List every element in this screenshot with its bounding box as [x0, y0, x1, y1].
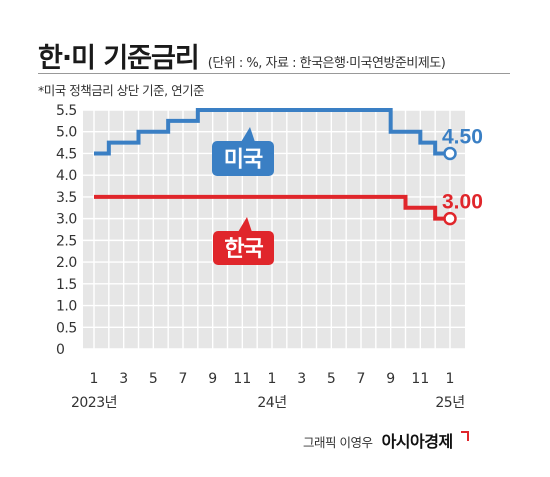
chart-title-block: 한·미 기준금리 (단위 : %, 자료 : 한국은행·미국연방준비제도) [38, 36, 446, 75]
legend-callout-korea-label: 한국 [224, 237, 263, 262]
x-tick-label: 9 [386, 371, 395, 387]
x-tick-label: 9 [208, 371, 217, 387]
series-end-point-korea [443, 211, 457, 226]
y-tick-label: 5.0 [56, 125, 77, 141]
credit: 그래픽 이영우 아시아경제 [303, 428, 469, 452]
brand-mark-icon [460, 431, 469, 441]
x-tick-label: 1 [90, 371, 99, 387]
chart-title: 한·미 기준금리 [38, 43, 200, 74]
y-tick-label: 2.5 [56, 233, 77, 249]
source-note: (단위 : %, 자료 : 한국은행·미국연방준비제도) [207, 56, 446, 71]
x-tick-label: 3 [119, 371, 128, 387]
credit-byline: 그래픽 이영우 [303, 435, 373, 450]
legend-callout-korea-pointer [238, 217, 252, 232]
x-tick-label: 3 [297, 371, 306, 387]
title-divider [38, 73, 510, 74]
x-tick-label: 11 [411, 371, 429, 387]
legend-callout-us-box [212, 141, 274, 176]
x-tick-label: 1 [268, 371, 277, 387]
x-year-label: 2023년 [71, 395, 117, 411]
series-end-point-us [443, 146, 457, 161]
y-tick-label: 3.0 [56, 212, 77, 228]
legend-callout-us-pointer [241, 127, 255, 142]
footnote: *미국 정책금리 상단 기준, 연기준 [38, 83, 205, 98]
series-end-label: 4.50 [442, 125, 483, 148]
x-year-label: 25년 [435, 395, 464, 411]
x-tick-label: 5 [149, 371, 158, 387]
y-tick-label: 4.0 [56, 168, 77, 184]
credit-brand: 아시아경제 [381, 432, 454, 451]
x-tick-label: 1 [446, 371, 455, 387]
legend-callout-korea-box [213, 231, 274, 265]
series-line-korea [94, 194, 450, 221]
x-tick-label: 7 [357, 371, 366, 387]
y-tick-label: 2.0 [56, 255, 77, 271]
y-tick-label: 0 [56, 342, 64, 358]
x-tick-label: 11 [233, 371, 251, 387]
x-tick-label: 7 [179, 371, 188, 387]
x-year-label: 24년 [257, 395, 286, 411]
y-tick-label: 5.5 [56, 103, 77, 119]
legend-callout-us-label: 미국 [224, 148, 263, 173]
y-tick-label: 1.5 [56, 277, 77, 293]
y-tick-label: 1.0 [56, 299, 77, 315]
series-end-label: 3.00 [442, 191, 483, 214]
y-tick-label: 4.5 [56, 146, 77, 162]
series-line-us [94, 108, 450, 156]
plot-area [83, 110, 465, 349]
x-tick-label: 5 [327, 371, 336, 387]
y-tick-label: 0.5 [56, 320, 77, 336]
y-tick-label: 3.5 [56, 190, 77, 206]
